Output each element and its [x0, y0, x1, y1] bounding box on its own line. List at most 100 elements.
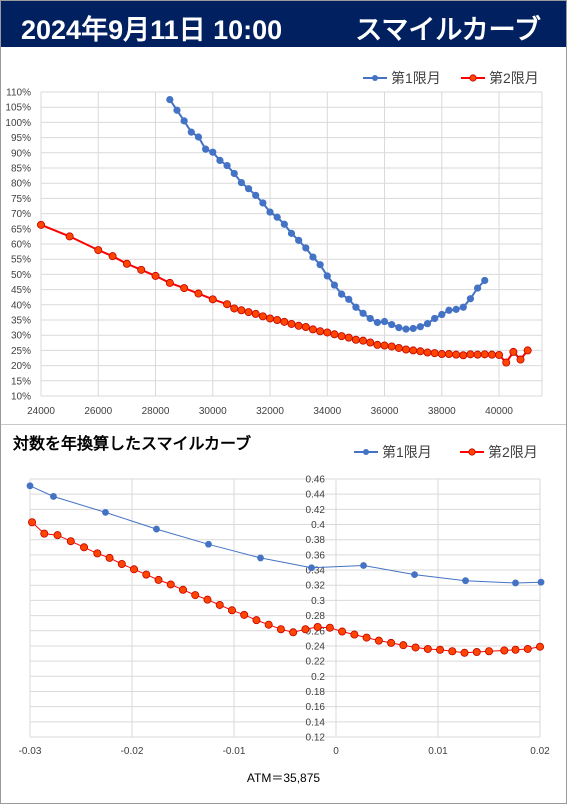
y-tick-label: 0.36: [306, 550, 326, 561]
data-point: [194, 289, 203, 298]
data-point: [295, 236, 303, 244]
data-point: [301, 322, 310, 331]
data-point: [94, 246, 103, 255]
data-point: [481, 276, 489, 285]
data-point: [302, 244, 310, 252]
y-tick-label: 90%: [11, 148, 31, 159]
header-date: 2024年9月11日 10:00: [21, 15, 283, 45]
data-point: [289, 628, 298, 637]
data-point: [423, 320, 432, 328]
data-point: [194, 133, 203, 141]
smile-curve-chart: 10% 15% 20% 25% 30% 35% 40% 45% 50% 55% 60% 65% 70% 7…: [5, 70, 543, 417]
data-point: [153, 525, 160, 533]
data-point: [227, 606, 236, 615]
x-tick-label: 34000: [313, 406, 341, 417]
y-tick-label: 95%: [11, 133, 31, 144]
data-point: [80, 543, 89, 552]
data-point: [165, 278, 174, 287]
y-tick-label: 0.46: [306, 475, 326, 486]
y-tick-label: 0.16: [306, 702, 326, 713]
data-point: [399, 641, 408, 650]
data-point: [26, 482, 34, 490]
y-tick-label: 30%: [11, 331, 31, 342]
data-point: [93, 549, 102, 558]
data-point: [325, 623, 334, 632]
data-point: [154, 575, 163, 584]
data-point: [273, 213, 281, 221]
data-point: [438, 310, 446, 319]
data-point: [537, 578, 545, 586]
data-point: [122, 259, 131, 268]
y-tick-label: 0.22: [306, 657, 326, 668]
data-point: [466, 295, 475, 303]
x-tick-label: 26000: [84, 406, 112, 417]
data-point: [411, 571, 418, 579]
data-point: [50, 493, 57, 500]
data-point: [40, 529, 49, 538]
data-point: [191, 591, 200, 600]
data-point: [366, 314, 374, 323]
y-tick-label: 0.38: [306, 535, 326, 546]
data-point: [448, 647, 457, 656]
y-tick-label: 70%: [11, 209, 31, 220]
legend-swatch-marker: [372, 75, 378, 81]
y-tick-label: 110%: [6, 88, 31, 99]
legend-swatch-marker: [468, 448, 476, 456]
data-point: [28, 518, 37, 527]
data-point: [178, 585, 187, 594]
y-tick-label: 0.42: [306, 505, 326, 516]
data-point: [473, 284, 482, 292]
data-point: [237, 178, 245, 187]
data-point: [452, 305, 460, 313]
data-point: [387, 638, 396, 647]
data-point: [330, 281, 339, 289]
data-point: [313, 622, 322, 631]
data-point: [203, 595, 212, 604]
data-point: [105, 553, 114, 562]
data-point: [502, 358, 511, 367]
data-point: [66, 537, 75, 546]
data-point: [308, 564, 315, 572]
header-bar: 2024年9月11日 10:00 スマイルカーブ: [1, 1, 566, 47]
data-point: [523, 346, 532, 355]
data-point: [65, 232, 74, 241]
series-line: [29, 485, 542, 584]
x-tick-label: 32000: [256, 406, 284, 417]
data-point: [431, 314, 439, 323]
data-point: [266, 208, 274, 216]
data-point: [362, 633, 371, 642]
log-chart-title: 対数を年換算したスマイルカーブ: [13, 436, 252, 453]
data-point: [366, 338, 375, 347]
data-point: [216, 156, 224, 164]
data-point: [117, 559, 126, 568]
y-tick-label: 75%: [11, 194, 31, 205]
data-point: [416, 323, 424, 331]
data-point: [472, 648, 481, 657]
data-point: [509, 347, 518, 356]
data-point: [53, 531, 62, 540]
data-point: [495, 350, 504, 359]
data-point: [345, 295, 353, 303]
y-tick-label: 0.34: [306, 566, 326, 577]
data-point: [280, 220, 288, 228]
legend-label: 第2限月: [488, 444, 538, 460]
data-point: [223, 161, 231, 170]
data-point: [244, 185, 253, 193]
x-tick-label: 28000: [142, 406, 170, 417]
data-point: [511, 645, 520, 654]
data-point: [252, 616, 261, 625]
data-point: [223, 300, 232, 309]
data-point: [316, 261, 324, 269]
data-point: [402, 325, 410, 333]
data-point: [388, 320, 396, 329]
data-point: [352, 303, 360, 311]
data-point: [411, 643, 420, 652]
data-point: [137, 265, 146, 274]
legend-label: 第1限月: [391, 70, 441, 86]
x-tick-label: 24000: [27, 406, 55, 417]
x-tick-label: -0.01: [223, 746, 246, 757]
data-point: [423, 644, 432, 653]
data-point: [436, 645, 445, 654]
y-tick-label: 0.28: [306, 611, 326, 622]
